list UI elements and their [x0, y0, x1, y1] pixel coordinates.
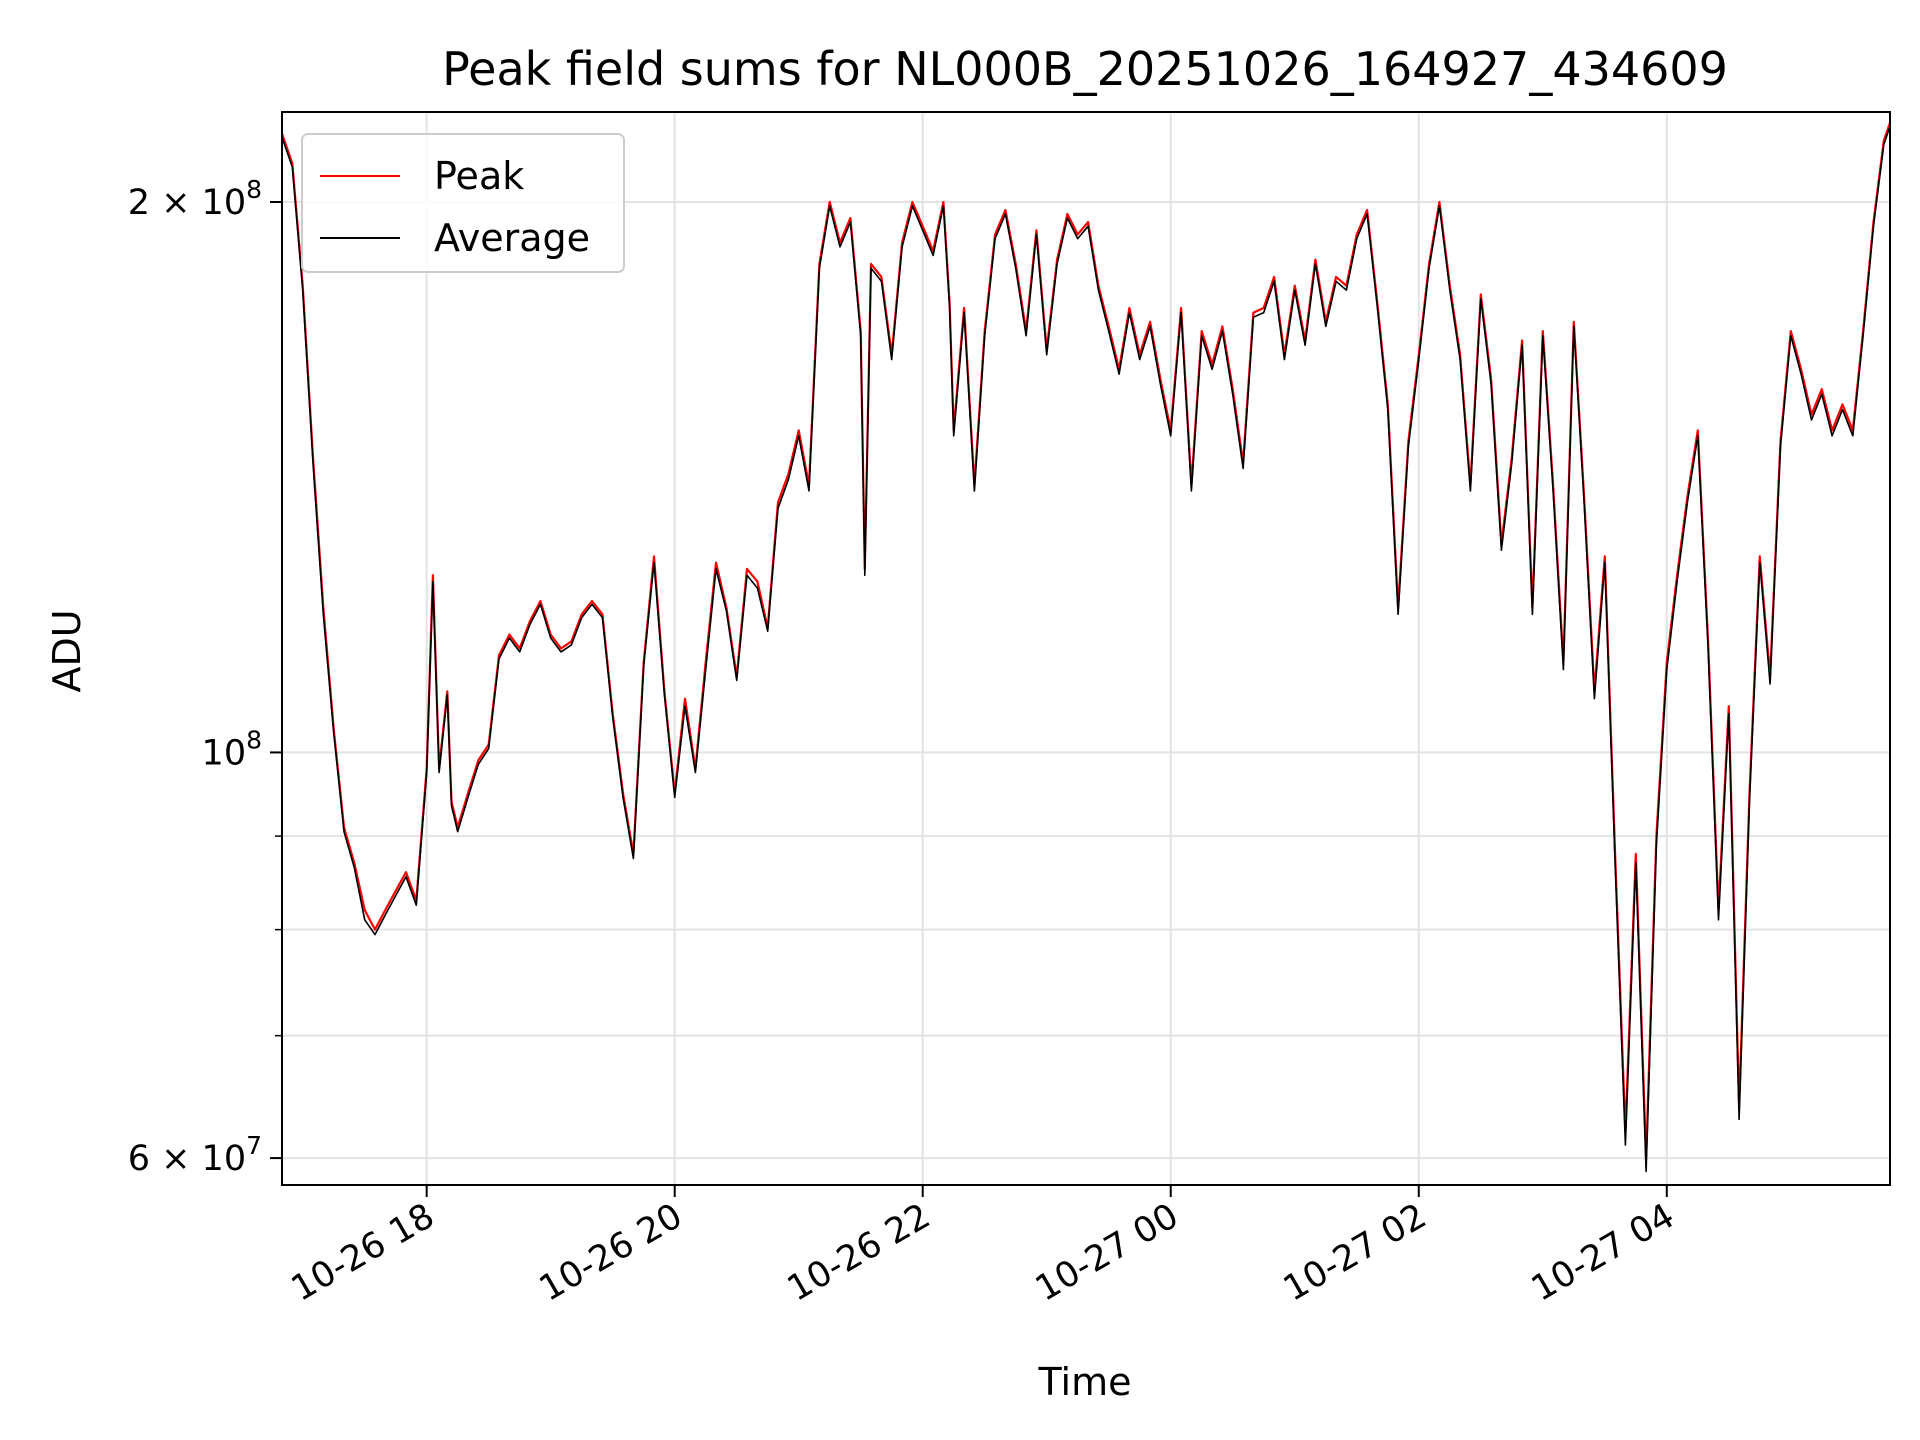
- series-group: [282, 122, 1890, 1173]
- y-tick-exponent: 8: [246, 175, 262, 204]
- y-tick-label: 108: [202, 725, 262, 773]
- y-tick-mantissa: 10: [202, 733, 247, 773]
- y-tick-exponent: 8: [246, 725, 262, 754]
- grid: [282, 112, 1890, 1185]
- legend-label-average: Average: [434, 216, 590, 260]
- y-tick-label: 6 × 107: [128, 1131, 262, 1179]
- plot-frame: [281, 111, 1891, 1186]
- y-tick-mantissa: 6 × 10: [128, 1139, 246, 1179]
- legend-label-peak: Peak: [434, 154, 524, 198]
- legend: Peak Average: [301, 133, 625, 273]
- y-tick-exponent: 7: [246, 1131, 262, 1160]
- chart-title: Peak field sums for NL000B_20251026_1649…: [442, 42, 1728, 96]
- y-axis-label: ADU: [45, 609, 89, 692]
- x-axis-label: Time: [1038, 1360, 1132, 1404]
- y-tick-label: 2 × 108: [128, 175, 262, 223]
- y-tick-mantissa: 2 × 10: [128, 183, 246, 223]
- series-line-average: [282, 126, 1890, 1173]
